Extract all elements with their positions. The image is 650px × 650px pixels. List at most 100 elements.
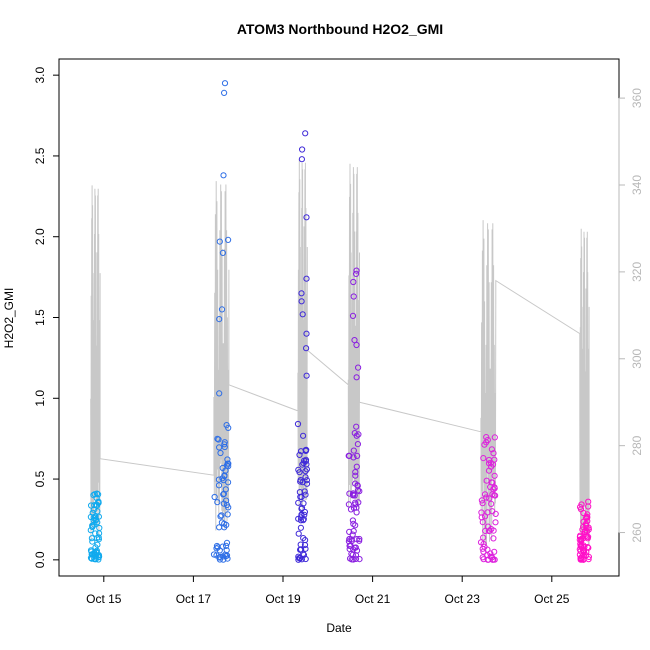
data-point <box>213 545 220 552</box>
data-point <box>583 552 590 559</box>
flight-points-4 <box>345 267 363 563</box>
data-point <box>295 499 302 506</box>
data-point <box>95 499 102 506</box>
data-point <box>225 504 232 511</box>
data-point <box>96 524 103 532</box>
data-point <box>219 249 226 256</box>
data-point <box>484 556 491 563</box>
data-point <box>216 444 223 451</box>
data-point <box>223 521 230 529</box>
data-point <box>481 441 488 448</box>
data-point <box>492 492 499 499</box>
data-point <box>491 434 498 441</box>
data-point <box>356 488 363 495</box>
data-point <box>216 238 223 245</box>
data-point <box>224 456 231 463</box>
data-point <box>298 556 305 563</box>
data-point <box>486 456 493 464</box>
y2-tick-label: 340 <box>630 175 644 195</box>
data-point <box>94 541 101 548</box>
y-tick-label: 1.0 <box>33 390 47 407</box>
data-point <box>88 502 95 509</box>
data-point <box>216 524 223 531</box>
data-point <box>584 511 591 518</box>
data-point <box>491 556 498 563</box>
data-point <box>303 477 310 484</box>
data-point <box>211 493 218 501</box>
data-point <box>577 506 585 513</box>
data-point <box>350 278 357 286</box>
data-point <box>91 491 98 498</box>
y2-tick-label: 320 <box>630 262 644 282</box>
data-point <box>222 486 229 493</box>
data-point <box>491 472 498 479</box>
data-point <box>91 521 98 528</box>
flight-points-3 <box>294 130 311 563</box>
data-point <box>221 473 228 480</box>
data-point <box>346 490 353 497</box>
data-point <box>350 447 357 454</box>
data-point <box>347 506 355 513</box>
data-point <box>223 497 230 504</box>
data-point <box>89 538 96 545</box>
data-point <box>488 446 495 453</box>
data-point <box>91 556 98 563</box>
data-point <box>489 479 496 486</box>
data-point <box>492 510 499 518</box>
data-point <box>302 447 309 454</box>
data-point <box>352 555 360 563</box>
data-point <box>349 517 356 524</box>
chart-title: ATOM3 Northbound H2O2_GMI <box>237 21 443 37</box>
data-point <box>300 500 307 507</box>
x-tick-label: Oct 25 <box>534 592 570 606</box>
data-point <box>354 441 361 448</box>
data-point <box>216 390 223 397</box>
data-point <box>90 506 97 513</box>
x-tick-label: Oct 21 <box>355 592 391 606</box>
data-point <box>302 130 309 137</box>
data-point <box>300 432 307 439</box>
data-point <box>354 482 361 489</box>
data-point <box>477 539 485 546</box>
data-point <box>577 555 584 562</box>
data-point <box>222 553 229 560</box>
data-point <box>215 476 222 483</box>
data-point <box>296 469 303 476</box>
data-point <box>485 460 493 467</box>
data-point <box>355 431 362 438</box>
data-point <box>302 468 309 475</box>
data-point <box>295 556 302 563</box>
data-point <box>478 509 485 516</box>
data-point <box>353 423 360 430</box>
data-point <box>581 544 588 551</box>
data-point <box>585 544 592 551</box>
data-point <box>298 298 305 305</box>
data-point <box>353 432 360 439</box>
data-point <box>346 542 353 550</box>
data-point <box>223 462 230 469</box>
data-point <box>355 364 362 371</box>
data-point <box>353 270 360 277</box>
data-point <box>353 536 360 543</box>
x-axis-title: Date <box>326 621 352 635</box>
data-point <box>303 480 311 487</box>
flight-points-2 <box>210 80 232 563</box>
data-point <box>478 497 485 504</box>
data-point <box>221 89 228 97</box>
x-tick-label: Oct 17 <box>176 592 212 606</box>
data-point <box>303 345 310 352</box>
data-point <box>348 550 355 558</box>
data-point <box>298 156 305 163</box>
data-point <box>215 436 222 443</box>
data-point <box>303 275 310 282</box>
data-point <box>490 527 497 534</box>
data-point <box>352 469 359 476</box>
y-tick-label: 0.5 <box>33 470 47 487</box>
data-point <box>221 439 228 446</box>
data-point <box>490 535 497 542</box>
data-point <box>88 555 95 562</box>
data-point <box>300 517 307 524</box>
data-point <box>303 214 310 221</box>
y-tick-label: 2.5 <box>33 147 47 164</box>
